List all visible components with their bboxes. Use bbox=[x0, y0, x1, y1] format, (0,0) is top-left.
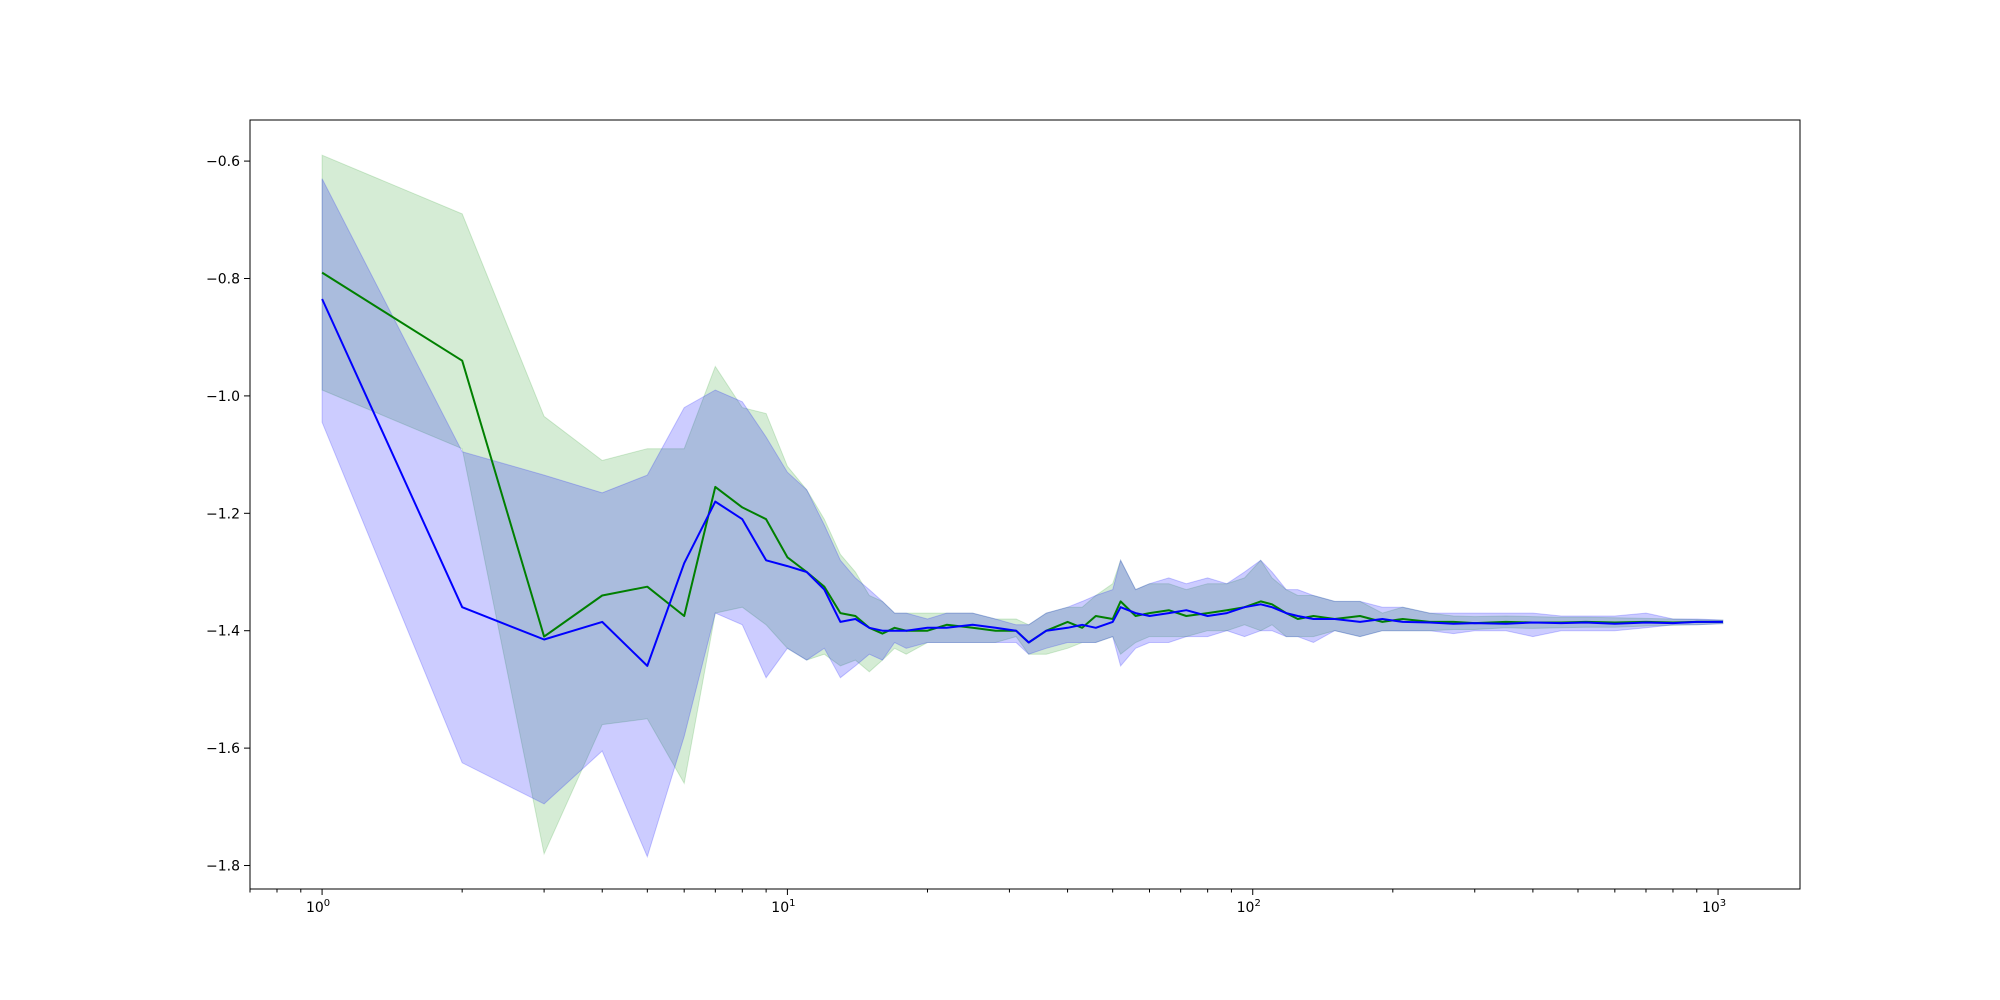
y-tick-label: −0.6 bbox=[206, 154, 240, 170]
y-tick-label: −1.2 bbox=[206, 506, 240, 522]
series-2-band bbox=[321, 178, 1724, 859]
plot-frame bbox=[249, 119, 1801, 890]
series-2-line bbox=[321, 298, 1723, 667]
y-tick-label: −1.6 bbox=[206, 741, 240, 757]
y-tick-label: −1.0 bbox=[206, 389, 240, 405]
y-axis: −0.6 −0.8 −1.0 −1.2 −1.4 −1.6 −1.8 bbox=[206, 154, 250, 875]
y-tick-label: −0.8 bbox=[206, 271, 240, 287]
y-tick-label: −1.8 bbox=[206, 859, 240, 875]
y-tick-label: −1.4 bbox=[206, 624, 240, 640]
confidence-bands bbox=[321, 154, 1724, 859]
series-lines bbox=[321, 271, 1723, 667]
series-1-band bbox=[321, 154, 1724, 856]
